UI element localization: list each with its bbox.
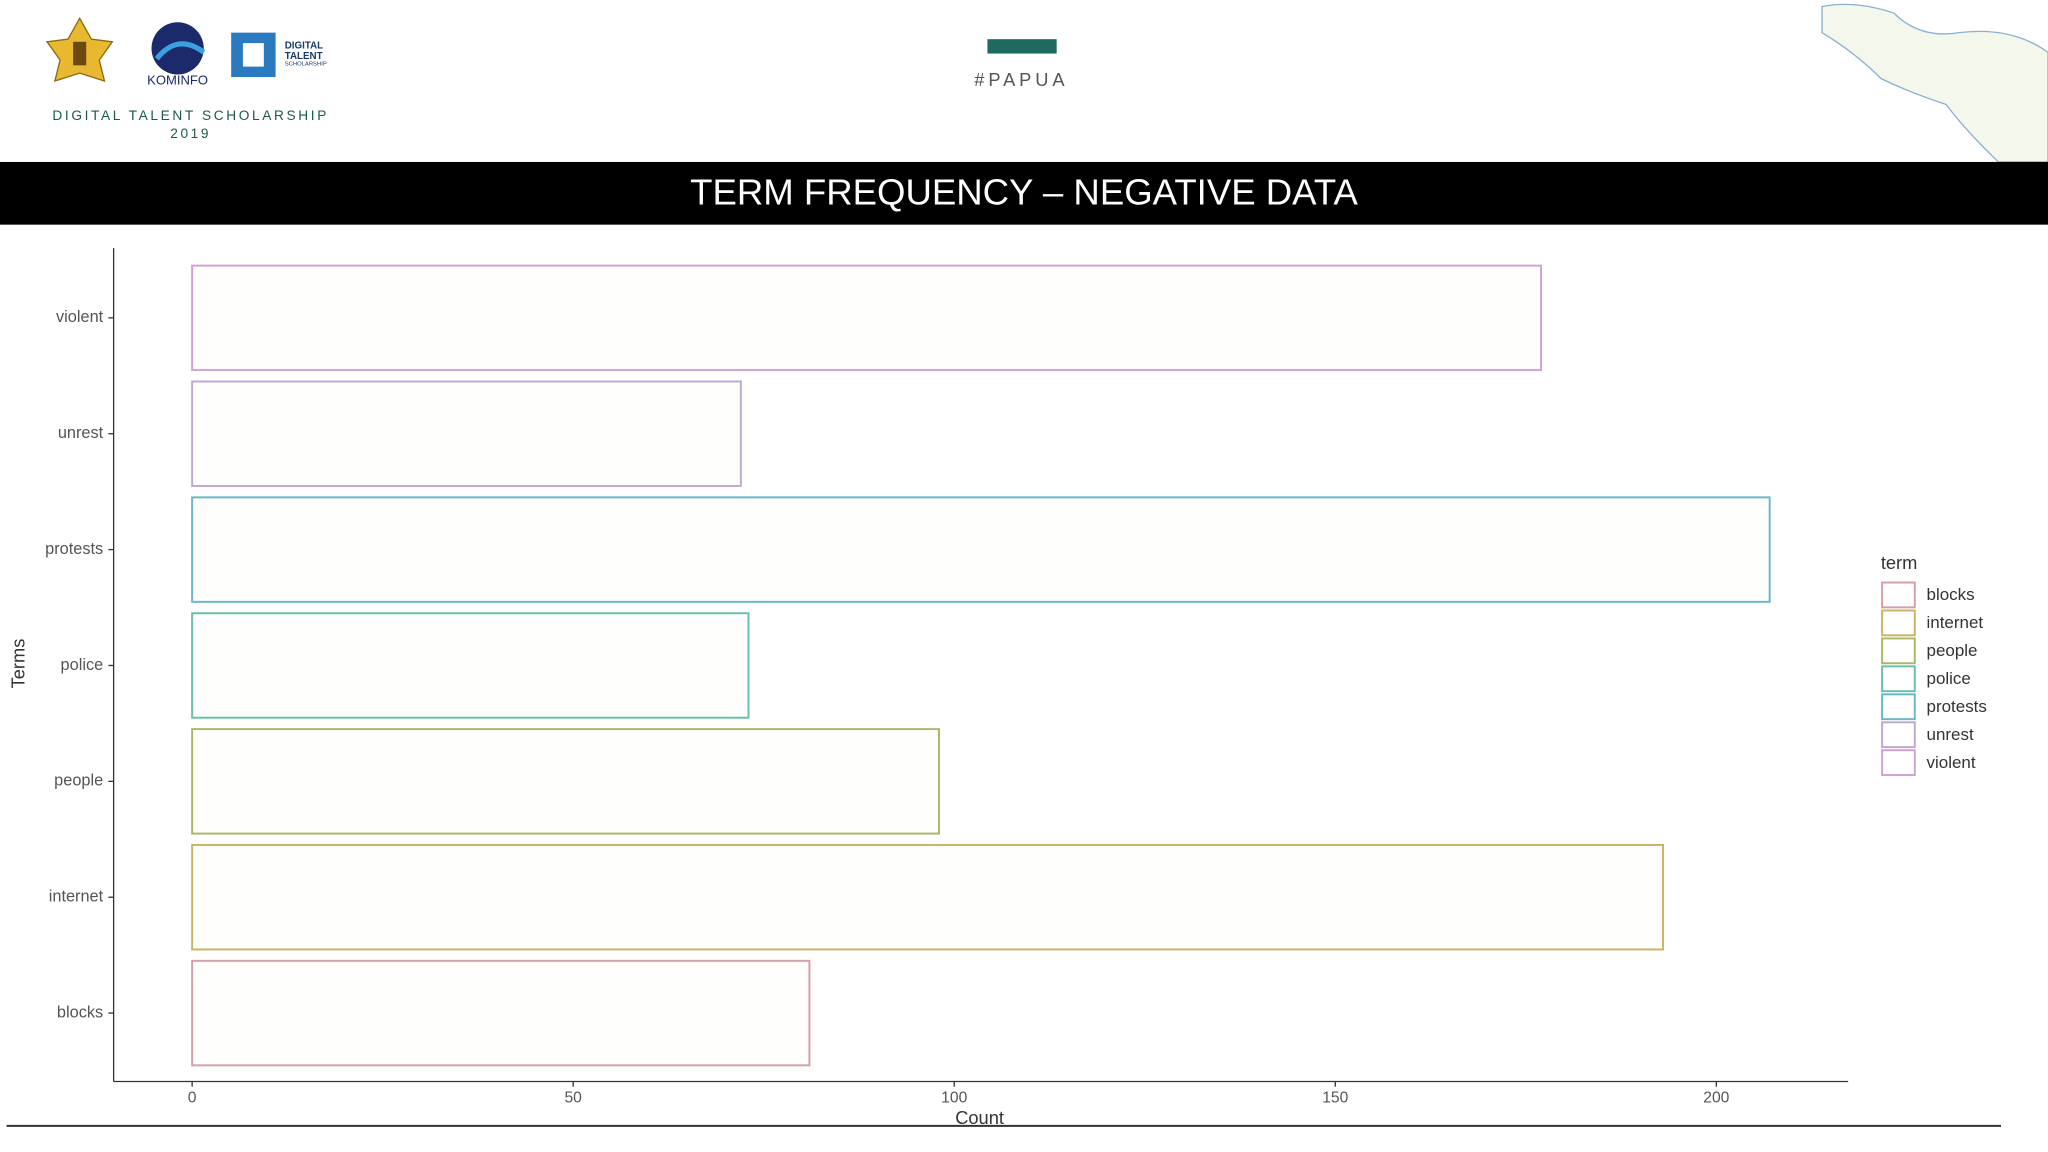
legend-key [1881, 581, 1916, 609]
bar [191, 843, 1664, 951]
title-bar [0, 161, 2048, 225]
y-tick-label: police [61, 656, 104, 674]
kominfo-text: KOMINFO [147, 72, 208, 87]
x-tick-label: 50 [564, 1090, 582, 1107]
x-tick-label: 0 [188, 1090, 197, 1107]
bar [191, 959, 811, 1067]
legend-key [1881, 665, 1916, 693]
hashtag: #PAPUA [974, 69, 1068, 90]
legend-key [1881, 693, 1916, 721]
x-axis-title: Count [955, 1107, 1004, 1128]
dts-logo-text: SCHOLARSHIP [285, 62, 327, 68]
dts-logo-text: TALENT [285, 51, 323, 62]
bar [191, 728, 940, 835]
logo-garuda [45, 16, 114, 82]
legend-label: people [1927, 641, 1978, 660]
program-name: DIGITAL TALENT SCHOLARSHIP [52, 108, 329, 123]
y-tick-label: people [54, 772, 103, 790]
legend-label: unrest [1927, 725, 1974, 744]
program-year: 2019 [170, 126, 211, 141]
accent-bar [987, 39, 1057, 54]
legend-label: police [1927, 669, 1971, 688]
y-tick-label: unrest [58, 424, 104, 442]
x-tick-label: 100 [941, 1090, 967, 1107]
x-tick-label: 200 [1703, 1090, 1729, 1107]
y-tick-label: blocks [57, 1003, 103, 1021]
bar [191, 612, 750, 719]
map-decoration [1821, 3, 2048, 163]
y-axis-title: Terms [7, 639, 28, 689]
legend-key [1881, 637, 1916, 665]
y-tick-label: internet [49, 888, 104, 906]
legend-label: blocks [1927, 585, 1975, 604]
legend-label: violent [1927, 753, 1976, 772]
legend-label: internet [1927, 613, 1984, 632]
x-tick-label: 150 [1322, 1090, 1348, 1107]
bar [191, 496, 1771, 603]
y-tick-label: protests [45, 540, 103, 558]
bar [191, 380, 742, 487]
legend-key [1881, 721, 1916, 749]
logo-kominfo: KOMINFO [147, 22, 208, 87]
dts-logo-text: DIGITAL [285, 40, 323, 51]
bar [191, 264, 1543, 372]
slide-title: TERM FREQUENCY – NEGATIVE DATA [690, 171, 1358, 212]
logo-dts: DIGITAL TALENT SCHOLARSHIP [231, 32, 327, 78]
y-tick-label: violent [56, 308, 104, 326]
legend-key [1881, 609, 1916, 637]
legend-key [1881, 749, 1916, 777]
legend-title: term [1881, 552, 1918, 573]
legend-label: protests [1927, 697, 1987, 716]
